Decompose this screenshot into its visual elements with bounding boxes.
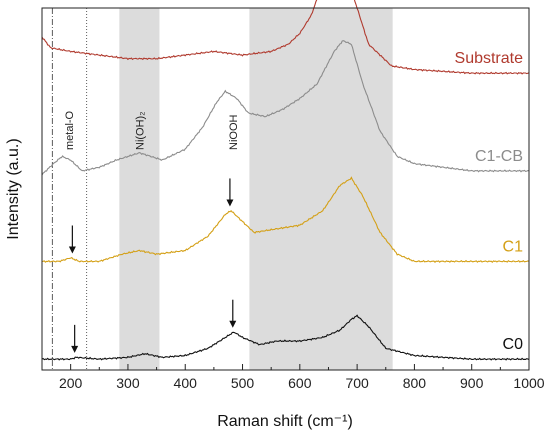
peak-annotations: metal-O Ni(OH)₂ NiOOH [64, 110, 240, 150]
x-tick-label-500: 500 [231, 375, 255, 391]
plot-frame [41, 7, 530, 371]
arrow-head-2 [226, 199, 234, 207]
x-tick-label-300: 300 [116, 375, 140, 391]
peak-annotation-1: metal-O [64, 110, 76, 150]
series-label-c1-cb: C1-CB [475, 148, 523, 165]
arrow-head-4 [229, 320, 237, 328]
peak-annotation-2: Ni(OH)₂ [134, 112, 146, 150]
spectrum-curves [41, 0, 530, 361]
series-line-substrate [41, 0, 530, 75]
series-line-c1 [41, 176, 530, 263]
shaded-regions [119, 8, 393, 370]
peak-annotation-3: NiOOH [228, 115, 240, 151]
x-axis-title: Raman shift (cm⁻¹) [217, 413, 353, 430]
peak-arrows [68, 178, 237, 353]
x-tick-label-600: 600 [288, 375, 312, 391]
series-line-c1-cb [41, 40, 530, 176]
x-tick-label-200: 200 [59, 375, 83, 391]
shaded-region-1 [119, 8, 160, 370]
series-label-c0: C0 [503, 336, 524, 353]
arrow-head-1 [68, 246, 76, 254]
x-tick-label-900: 900 [460, 375, 484, 391]
series-label-c1: C1 [503, 238, 524, 255]
series-labels: Substrate C1-CB C1 C0 [455, 50, 524, 353]
x-axis: 200 300 400 500 600 700 800 900 1000 [41, 364, 545, 391]
reference-lines [51, 8, 88, 370]
y-axis-title: Intensity (a.u.) [5, 138, 22, 239]
arrow-head-3 [71, 345, 79, 353]
x-tick-label-1000: 1000 [513, 375, 544, 391]
series-label-substrate: Substrate [455, 50, 524, 67]
shaded-region-2 [249, 8, 393, 370]
x-tick-label-700: 700 [345, 375, 369, 391]
series-line-c0 [41, 314, 530, 361]
x-tick-label-400: 400 [174, 375, 198, 391]
x-tick-label-800: 800 [403, 375, 427, 391]
